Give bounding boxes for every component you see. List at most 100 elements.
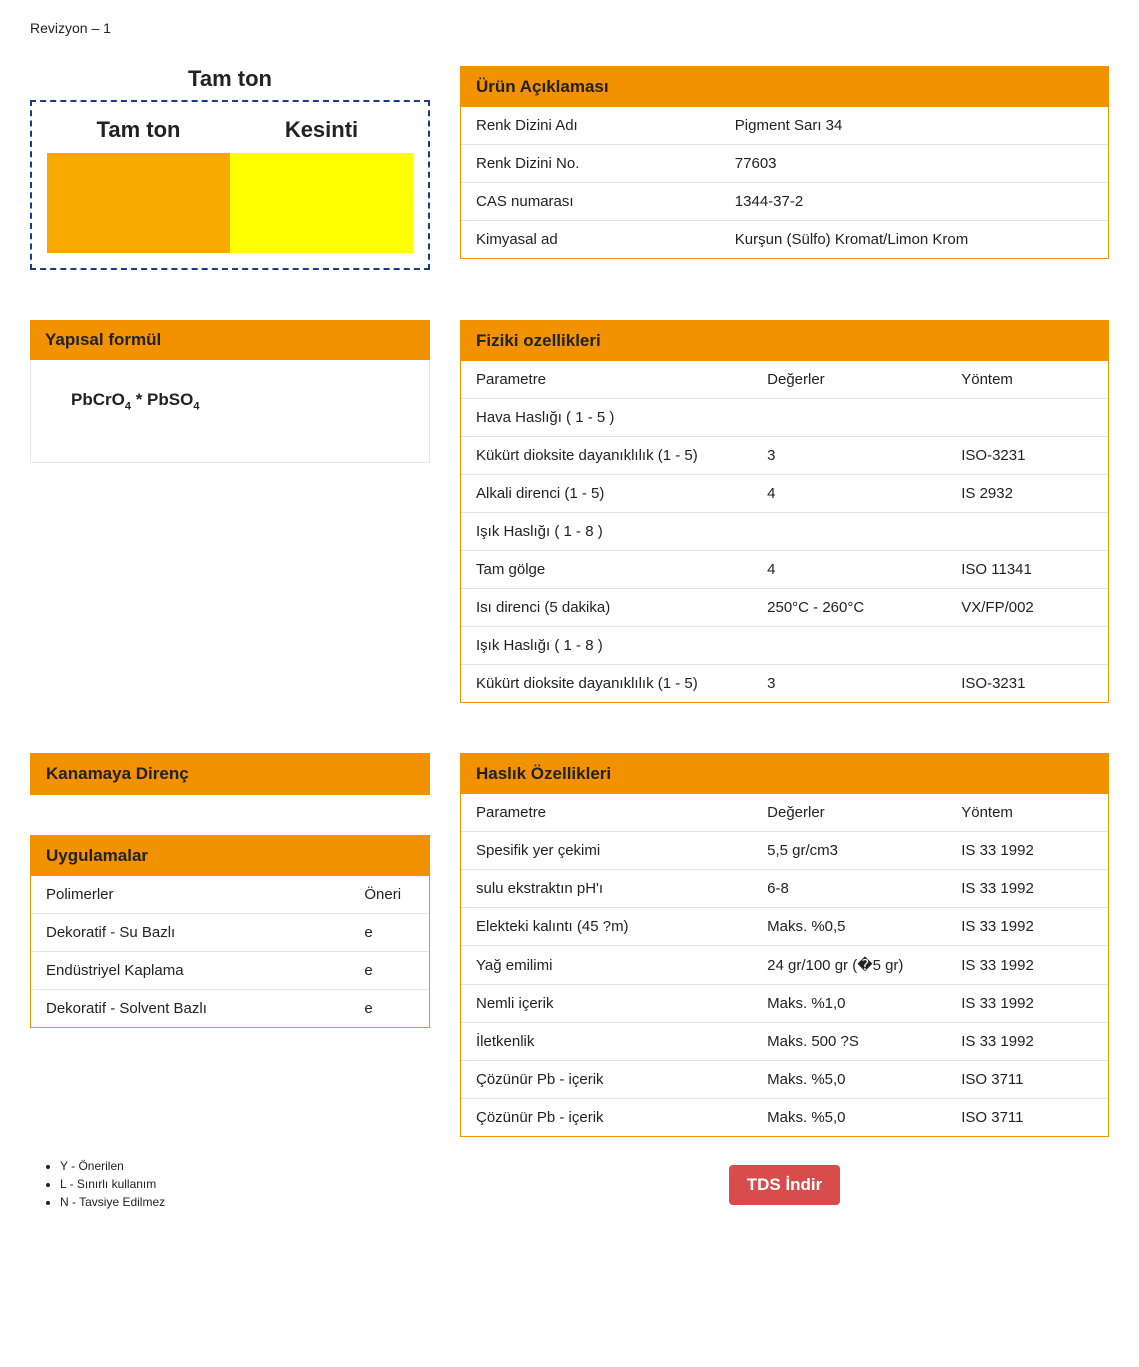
table-row: Spesifik yer çekimi5,5 gr/cm3IS 33 1992 <box>461 832 1108 870</box>
cell-parameter: Kükürt dioksite dayanıklılık (1 - 5) <box>461 437 752 475</box>
cell-value: 6-8 <box>752 870 946 908</box>
applications-table: PolimerlerÖneriDekoratif - Su BazlıeEndü… <box>31 876 429 1027</box>
col-header: Öneri <box>349 876 429 914</box>
physical-properties-panel: Fiziki ozellikleri ParametreDeğerlerYönt… <box>460 320 1109 703</box>
col-header: Polimerler <box>31 876 349 914</box>
cell-polymer: Endüstriyel Kaplama <box>31 952 349 990</box>
table-row: Renk Dizini AdıPigment Sarı 34 <box>461 107 1108 145</box>
cell-parameter: Nemli içerik <box>461 985 752 1023</box>
table-row: Alkali direnci (1 - 5)4IS 2932 <box>461 475 1108 513</box>
cell-parameter: Alkali direnci (1 - 5) <box>461 475 752 513</box>
table-row: Kimyasal adKurşun (Sülfo) Kromat/Limon K… <box>461 221 1108 259</box>
panel-header: Yapısal formül <box>30 320 430 360</box>
cell-value: Pigment Sarı 34 <box>720 107 1108 145</box>
cell-value: 4 <box>752 551 946 589</box>
cell-parameter: Çözünür Pb - içerik <box>461 1099 752 1137</box>
fastness-properties-table: ParametreDeğerlerYöntemSpesifik yer çeki… <box>461 794 1108 1136</box>
cell-method <box>946 399 1108 437</box>
cell-parameter: Tam gölge <box>461 551 752 589</box>
bleeding-resistance-panel: Kanamaya Direnç <box>30 753 430 795</box>
swatch-cut-color <box>230 153 413 253</box>
cell-value: Maks. 500 ?S <box>752 1023 946 1061</box>
swatch-section-title: Tam ton <box>30 66 430 92</box>
table-row: Işık Haslığı ( 1 - 8 ) <box>461 513 1108 551</box>
table-row: sulu ekstraktın pH'ı6-8IS 33 1992 <box>461 870 1108 908</box>
product-description-table: Renk Dizini AdıPigment Sarı 34Renk Dizin… <box>461 107 1108 258</box>
cell-value: 77603 <box>720 145 1108 183</box>
fastness-properties-panel: Haslık Özellikleri ParametreDeğerlerYönt… <box>460 753 1109 1137</box>
cell-parameter: Hava Haslığı ( 1 - 5 ) <box>461 399 752 437</box>
cell-method: ISO 11341 <box>946 551 1108 589</box>
cell-recommendation: e <box>349 990 429 1028</box>
table-header-row: ParametreDeğerlerYöntem <box>461 361 1108 399</box>
cell-value: 1344-37-2 <box>720 183 1108 221</box>
panel-header: Ürün Açıklaması <box>461 67 1108 107</box>
cell-value: Maks. %5,0 <box>752 1061 946 1099</box>
col-header: Yöntem <box>946 361 1108 399</box>
panel-header: Haslık Özellikleri <box>461 754 1108 794</box>
cell-method: IS 33 1992 <box>946 832 1108 870</box>
cell-polymer: Dekoratif - Solvent Bazlı <box>31 990 349 1028</box>
cell-recommendation: e <box>349 952 429 990</box>
cell-value: 250°C - 260°C <box>752 589 946 627</box>
cell-value: Maks. %5,0 <box>752 1099 946 1137</box>
table-row: Endüstriyel Kaplamae <box>31 952 429 990</box>
cell-value: 5,5 gr/cm3 <box>752 832 946 870</box>
revision-label: Revizyon – 1 <box>30 20 1109 36</box>
swatch-box: Tam ton Kesinti <box>30 100 430 270</box>
cell-method: IS 33 1992 <box>946 985 1108 1023</box>
cell-value: 4 <box>752 475 946 513</box>
table-row: Kükürt dioksite dayanıklılık (1 - 5)3ISO… <box>461 665 1108 703</box>
swatch-full-label: Tam ton <box>47 117 230 153</box>
col-header: Yöntem <box>946 794 1108 832</box>
cell-label: Renk Dizini No. <box>461 145 720 183</box>
table-row: İletkenlikMaks. 500 ?SIS 33 1992 <box>461 1023 1108 1061</box>
table-row: Dekoratif - Solvent Bazlıe <box>31 990 429 1028</box>
legend-item: Y - Önerilen <box>60 1157 430 1175</box>
col-header: Parametre <box>461 794 752 832</box>
table-row: Hava Haslığı ( 1 - 5 ) <box>461 399 1108 437</box>
cell-parameter: İletkenlik <box>461 1023 752 1061</box>
cell-parameter: sulu ekstraktın pH'ı <box>461 870 752 908</box>
table-row: Tam gölge4ISO 11341 <box>461 551 1108 589</box>
cell-value <box>752 627 946 665</box>
cell-parameter: Yağ emilimi <box>461 946 752 985</box>
panel-header: Uygulamalar <box>31 836 429 876</box>
cell-method: ISO 3711 <box>946 1099 1108 1137</box>
table-row: Elekteki kalıntı (45 ?m)Maks. %0,5IS 33 … <box>461 908 1108 946</box>
cell-value: 3 <box>752 665 946 703</box>
cell-label: Renk Dizini Adı <box>461 107 720 145</box>
cell-value: 3 <box>752 437 946 475</box>
cell-parameter: Işık Haslığı ( 1 - 8 ) <box>461 513 752 551</box>
col-header: Değerler <box>752 361 946 399</box>
table-row: Isı direnci (5 dakika)250°C - 260°CVX/FP… <box>461 589 1108 627</box>
table-row: Çözünür Pb - içerikMaks. %5,0ISO 3711 <box>461 1061 1108 1099</box>
table-header-row: PolimerlerÖneri <box>31 876 429 914</box>
swatch-full-color <box>47 153 230 253</box>
table-row: Çözünür Pb - içerikMaks. %5,0ISO 3711 <box>461 1099 1108 1137</box>
tds-download-button[interactable]: TDS İndir <box>729 1165 841 1205</box>
cell-polymer: Dekoratif - Su Bazlı <box>31 914 349 952</box>
table-row: Yağ emilimi24 gr/100 gr (�5 gr)IS 33 199… <box>461 946 1108 985</box>
cell-method: IS 33 1992 <box>946 1023 1108 1061</box>
table-row: Işık Haslığı ( 1 - 8 ) <box>461 627 1108 665</box>
cell-value: Maks. %0,5 <box>752 908 946 946</box>
physical-properties-table: ParametreDeğerlerYöntemHava Haslığı ( 1 … <box>461 361 1108 702</box>
swatch-cut-label: Kesinti <box>230 117 413 153</box>
cell-method: IS 2932 <box>946 475 1108 513</box>
cell-label: Kimyasal ad <box>461 221 720 259</box>
product-description-panel: Ürün Açıklaması Renk Dizini AdıPigment S… <box>460 66 1109 259</box>
cell-method <box>946 627 1108 665</box>
cell-parameter: Spesifik yer çekimi <box>461 832 752 870</box>
cell-parameter: Işık Haslığı ( 1 - 8 ) <box>461 627 752 665</box>
cell-parameter: Isı direnci (5 dakika) <box>461 589 752 627</box>
cell-method <box>946 513 1108 551</box>
structural-formula-panel: Yapısal formül PbCrO4 * PbSO4 <box>30 320 430 463</box>
cell-method: ISO-3231 <box>946 665 1108 703</box>
cell-recommendation: e <box>349 914 429 952</box>
cell-parameter: Elekteki kalıntı (45 ?m) <box>461 908 752 946</box>
cell-method: IS 33 1992 <box>946 908 1108 946</box>
legend-item: N - Tavsiye Edilmez <box>60 1193 430 1211</box>
cell-method: ISO 3711 <box>946 1061 1108 1099</box>
cell-method: IS 33 1992 <box>946 946 1108 985</box>
